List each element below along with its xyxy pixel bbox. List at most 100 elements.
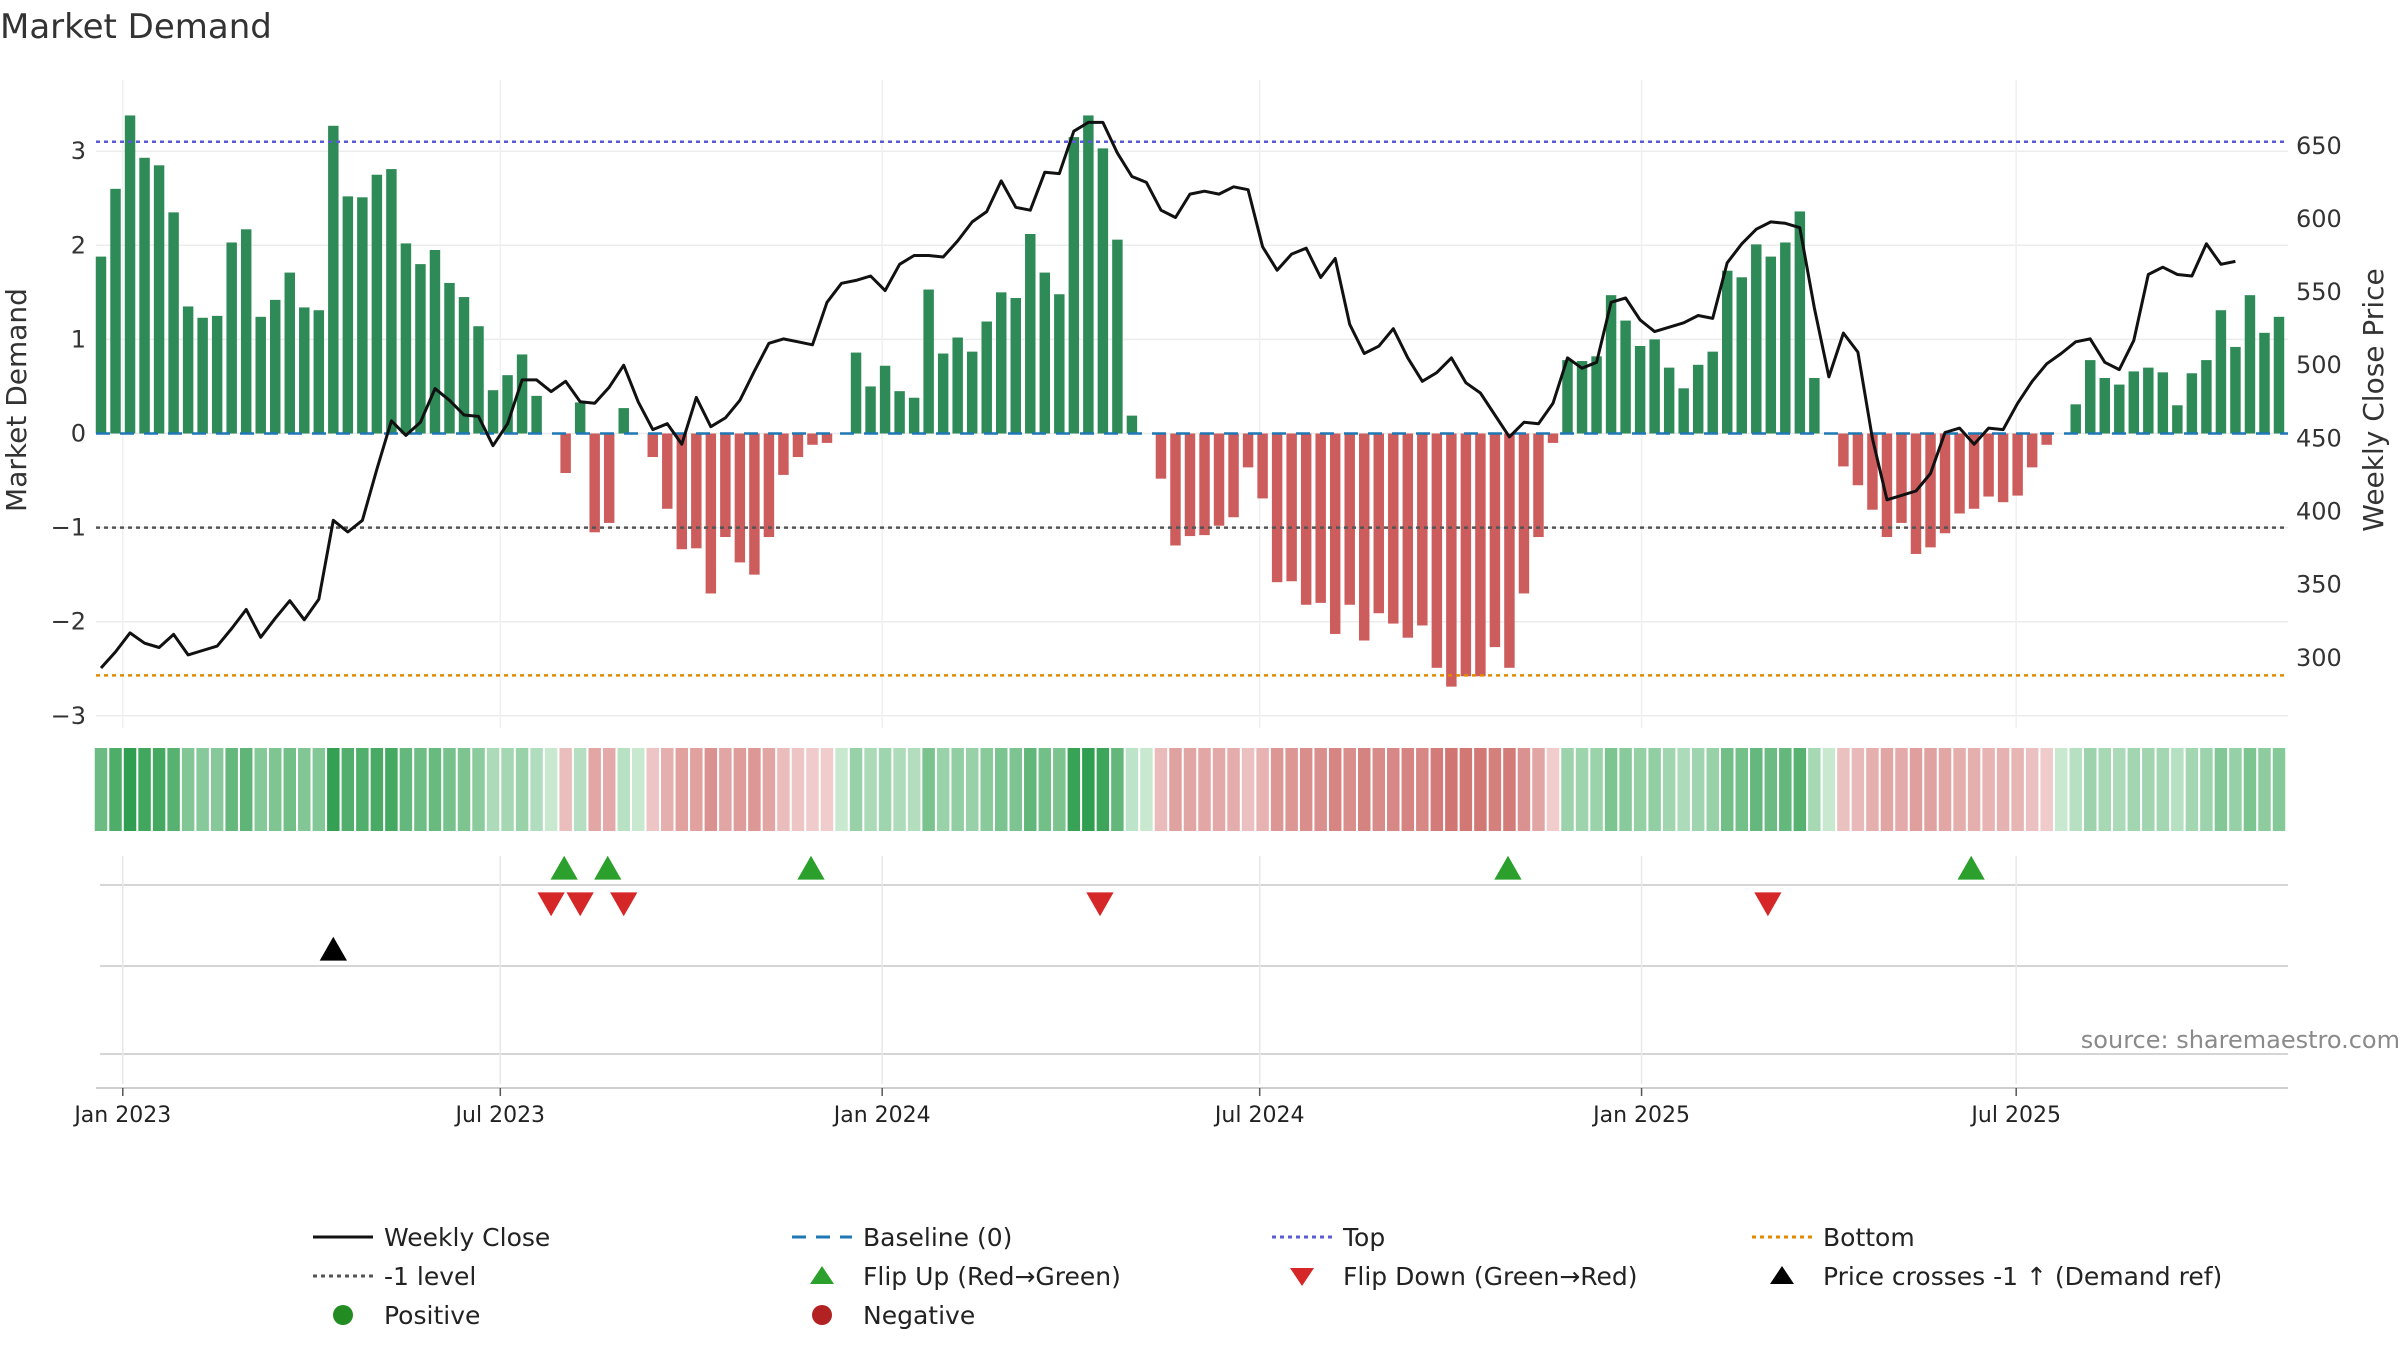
heat-cell	[167, 748, 180, 831]
heat-cell	[356, 748, 369, 831]
heat-cell	[1662, 748, 1676, 831]
flip-up-marker	[1957, 855, 1985, 880]
reference-lines	[96, 140, 2288, 677]
demand-bar	[1692, 364, 1704, 434]
heat-cell	[617, 748, 630, 831]
demand-bar	[1954, 433, 1965, 514]
heat-cell	[1053, 748, 1066, 831]
demand-bar	[371, 174, 383, 434]
heat-cell	[2185, 748, 2199, 831]
demand-bar	[734, 433, 746, 563]
heat-cell	[2214, 748, 2228, 831]
demand-bar	[1983, 433, 1994, 497]
heat-cell	[1401, 748, 1415, 831]
demand-bar	[473, 326, 484, 434]
demand-bar	[1126, 415, 1138, 434]
flip-down-marker	[610, 892, 638, 917]
demand-bar	[1213, 433, 1225, 526]
legend-label: Positive	[384, 1301, 480, 1330]
demand-bar	[1097, 148, 1109, 434]
y-tick-label: 1	[71, 325, 86, 353]
heat-cell	[1575, 748, 1589, 831]
demand-bar	[270, 299, 281, 434]
heat-cell	[1793, 748, 1807, 831]
heat-cell	[1720, 748, 1734, 831]
heat-cell	[1924, 748, 1937, 831]
heat-cell	[2243, 748, 2257, 831]
demand-bar	[676, 433, 688, 550]
demand-bar	[182, 306, 194, 434]
heat-cell	[1590, 748, 1603, 831]
heat-cell	[2272, 748, 2286, 831]
demand-bar	[1852, 433, 1864, 486]
demand-bar	[284, 272, 295, 434]
heat-cell	[254, 748, 267, 831]
heat-cell	[893, 748, 906, 831]
flip-down-marker	[537, 892, 565, 917]
heat-cell	[965, 748, 979, 831]
heat-cell	[515, 748, 529, 831]
demand-bar	[531, 395, 542, 434]
heat-cell	[2258, 748, 2271, 831]
heat-cell	[1677, 748, 1690, 831]
demand-bars	[95, 115, 2285, 687]
y-tick-label: −2	[51, 608, 86, 636]
heat-cell	[501, 748, 514, 831]
demand-bar	[2230, 346, 2241, 434]
date-tick-label: Jul 2023	[454, 1103, 546, 1128]
legend-flip-down-icon	[1290, 1268, 1314, 1286]
heat-cell	[138, 748, 151, 831]
demand-bar	[1359, 433, 1370, 641]
demand-bar	[1010, 297, 1021, 434]
weekly-close-line	[99, 120, 2236, 670]
legend-cross-icon	[1770, 1266, 1794, 1284]
demand-bar	[1968, 433, 1980, 509]
event-markers	[319, 855, 1985, 961]
demand-bar	[2114, 384, 2125, 434]
heat-cell	[399, 748, 413, 831]
heat-cell	[631, 748, 645, 831]
demand-bar	[1155, 433, 1167, 479]
heat-cell	[2229, 748, 2242, 831]
heat-cell	[1837, 748, 1850, 831]
demand-bar	[2070, 404, 2081, 434]
demand-bar	[1300, 433, 1312, 605]
heat-cell	[1604, 748, 1618, 831]
legend-negative-icon	[812, 1305, 832, 1325]
source-note: source: sharemaestro.com	[2081, 1026, 2400, 1054]
demand-bar	[1504, 433, 1515, 668]
heat-cell	[1895, 748, 1908, 831]
demand-bar	[1489, 433, 1501, 648]
heat-cell	[719, 748, 732, 831]
heat-cell	[748, 748, 761, 831]
demand-bar	[1417, 433, 1428, 626]
heat-cell	[602, 748, 616, 831]
heat-cell	[806, 748, 819, 831]
chart-title: Market Demand	[0, 7, 272, 47]
demand-bar	[1663, 367, 1675, 434]
y-tick-label: 0	[71, 420, 86, 448]
demand-bar	[1547, 433, 1559, 443]
heat-cell	[1546, 748, 1560, 831]
demand-heat-strip	[94, 748, 2286, 831]
heat-cell	[1299, 748, 1313, 831]
demand-bar	[1344, 433, 1355, 605]
heat-cell	[312, 748, 326, 831]
demand-bar	[1925, 433, 1936, 548]
heat-cell	[1735, 748, 1749, 831]
demand-bar	[1736, 277, 1747, 434]
heat-cell	[298, 748, 311, 831]
demand-bar	[952, 337, 963, 434]
demand-bar	[2259, 332, 2270, 434]
y2-tick-label: 350	[2296, 571, 2342, 599]
heat-cell	[1909, 748, 1923, 831]
demand-bar	[1881, 433, 1893, 538]
demand-bar	[1199, 433, 1210, 536]
heat-cell	[2098, 748, 2112, 831]
heat-cell	[1430, 748, 1444, 831]
demand-bar	[487, 390, 499, 434]
demand-bar	[168, 212, 179, 434]
heat-cell	[1488, 748, 1502, 831]
y2-tick-label: 300	[2296, 644, 2342, 672]
demand-bar	[2128, 371, 2140, 434]
